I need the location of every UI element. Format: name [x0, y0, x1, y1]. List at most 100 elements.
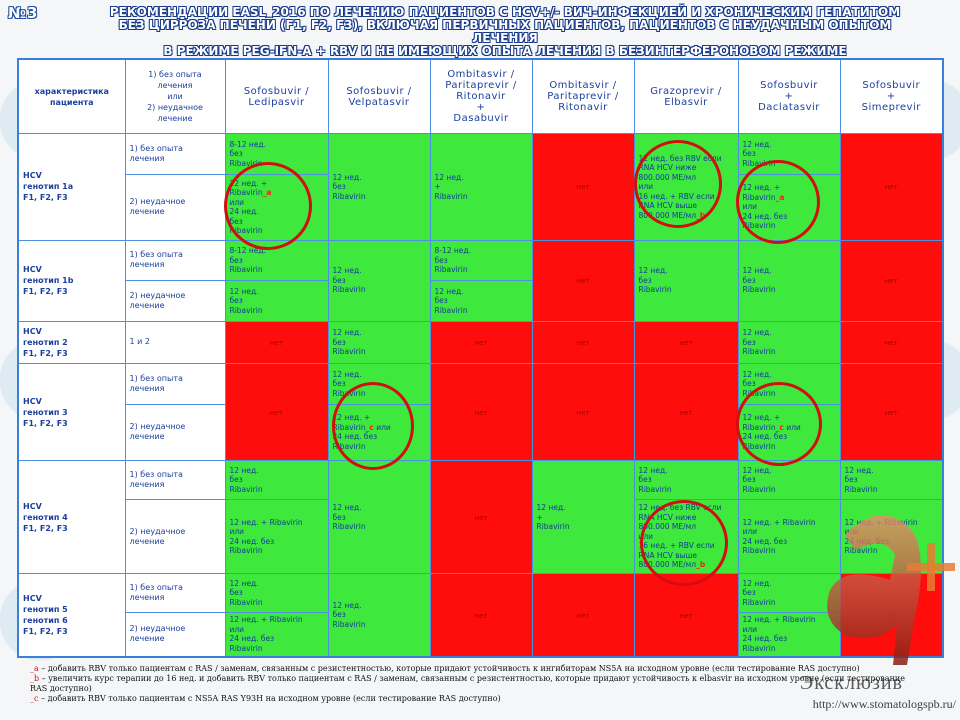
table-row: HCV генотип 1b F1, F2, F3 1) без опыта лече… [17, 239, 944, 322]
cell-regimen: 12 нед. + Ribavirin [531, 460, 635, 575]
header-row: характеристика пациента 1) без опыта леч… [17, 58, 944, 135]
cell-regimen: 12 нед. без Ribavirin [737, 363, 841, 405]
treatment-table: характеристика пациента 1) без опыта леч… [17, 58, 944, 658]
title-line-1: РЕКОМЕНДАЦИИ EASL_2016 ПО ЛЕЧЕНИЮ ПАЦИЕН… [109, 5, 901, 19]
title-line-3: В РЕЖИМЕ PEG-IFN-A + RBV И НЕ ИМЕЮЩИХ ОП… [163, 44, 847, 58]
header-sofosbuvir-ledipasvir: Sofosbuvir / Ledipasvir [224, 58, 329, 135]
line-naive: 1) без опыта лечения [124, 363, 226, 405]
header-patient-characteristic: характеристика пациента [17, 58, 126, 135]
cell-regimen: 12 нед. без Ribavirin [224, 573, 329, 613]
line-naive: 1) без опыта лечения [124, 460, 226, 500]
line-failed: 2) неудачное лечение [124, 280, 226, 322]
cell-regimen: 12 нед. без Ribavirin [327, 320, 431, 365]
cell-regimen: 12 нед. без Ribavirin [327, 133, 431, 241]
brand-logo-icon [827, 515, 955, 665]
cell-regimen: 12 нед. без Ribavirin [737, 320, 841, 365]
table-row: HCV генотип 4 F1, F2, F3 1) без опыта лечен… [17, 460, 944, 575]
cell-regimen: 12 нед. без Ribavirin [737, 460, 841, 500]
header-grazoprevir-elbasvir: Grazoprevir / Elbasvir [633, 58, 739, 135]
line-failed: 2) неудачное лечение [124, 403, 226, 462]
cell-regimen: 12 нед. + Ribavirin [429, 133, 533, 241]
cell-not-recommended: нет [531, 363, 635, 462]
header-treatment-history: 1) без опыта лечения или 2) неудачное ле… [124, 58, 226, 135]
cell-regimen: 12 нед. + Ribavirin_c или 24 нед. без Ribav… [737, 403, 841, 462]
cell-regimen: 12 нед. без Ribavirin [839, 460, 944, 500]
table-row: 2) неудачное лечение 12 нед. + Ribavirin и… [18, 498, 944, 575]
table-row: HCV генотип 2 F1, F2, F3 1 и 2 нет 12 нед.… [17, 320, 944, 365]
cell-regimen: 8-12 нед. без Ribavirin [224, 239, 329, 282]
cell-not-recommended: нет [839, 239, 944, 322]
brand-url: http://www.stomatologspb.ru/ [812, 697, 956, 711]
cell-regimen: 12 нед. без Ribavirin [737, 239, 841, 322]
cell-regimen: 12 нед. без Ribavirin [737, 573, 841, 613]
table-row: 2) неудачное лечение 12 нед. без Ribavirin … [18, 280, 943, 322]
cell-not-recommended: нет [633, 573, 739, 658]
cell-regimen: 12 нед. без Ribavirin [224, 460, 329, 500]
genotype-5-6-label: HCV генотип 5 генотип 6 F1, F2, F3 [17, 573, 126, 658]
line-failed: 2) неудачное лечение [124, 173, 226, 241]
cell-not-recommended: нет [224, 320, 329, 365]
header-ombitasvir-dasabuvir: Ombitasvir / Paritaprevir / Ritonavir + … [429, 58, 533, 135]
footnote-b: _b – увеличить курс терапии до 16 нед. и… [30, 674, 905, 693]
cell-not-recommended: нет [429, 460, 533, 575]
title-line-2: БЕЗ ЦИРРОЗА ПЕЧЕНИ (F1, F2, F3), ВКЛЮЧАЯ… [118, 18, 892, 45]
cell-not-recommended: нет [531, 133, 635, 241]
cell-not-recommended: нет [429, 320, 533, 365]
cell-regimen: 8-12 нед. без Ribavirin [429, 239, 533, 282]
slide-number-badge: №3 [8, 4, 39, 22]
header-sofosbuvir-simeprevir: Sofosbuvir + Simeprevir [839, 58, 944, 135]
cell-regimen: 12 нед. без Ribavirin [327, 363, 431, 405]
cell-not-recommended: нет [531, 320, 635, 365]
genotype-4-label: HCV генотип 4 F1, F2, F3 [17, 460, 126, 575]
page-title: РЕКОМЕНДАЦИИ EASL_2016 ПО ЛЕЧЕНИЮ ПАЦИЕН… [90, 6, 920, 58]
cell-regimen: 12 нед. без RBV если RNA HCV ниже 800.000 … [633, 498, 739, 575]
table-row: 2) неудачное лечение 12 нед. + Ribavirin и… [18, 611, 943, 658]
cell-regimen: 12 нед. без Ribavirin [327, 460, 431, 575]
footnotes: _a – добавить RBV только пациентам с RAS… [30, 664, 920, 704]
cell-regimen: 12 нед. без Ribavirin [633, 239, 739, 322]
footnote-c: _c – добавить RBV только пациентам с NS5… [30, 694, 501, 703]
cell-not-recommended: нет [429, 363, 533, 462]
header-ombitasvir-ritonavir: Ombitasvir / Paritaprevir / Ritonavir [531, 58, 635, 135]
cell-not-recommended: нет [633, 320, 739, 365]
genotype-2-label: HCV генотип 2 F1, F2, F3 [17, 320, 126, 365]
cell-regimen: 12 нед. без Ribavirin [327, 239, 431, 322]
cell-regimen: 12 нед. + Ribavirin_a или 24 нед. без Ribavi… [737, 173, 841, 241]
cell-not-recommended: нет [839, 320, 944, 365]
cell-regimen: 8-12 нед. без Ribavirin [224, 133, 329, 175]
cell-regimen: 12 нед. без RBV если RNA HCV ниже 800.000 … [633, 133, 739, 241]
table-row: HCV генотип 5 генотип 6 F1, F2, F3 1) без о… [17, 573, 944, 658]
line-both: 1 и 2 [124, 320, 226, 365]
line-naive: 1) без опыта лечения [124, 573, 226, 613]
genotype-3-label: HCV генотип 3 F1, F2, F3 [17, 363, 126, 462]
table-row: 2) неудачное лечение 12 нед. + Ribavirin_a… [18, 173, 943, 241]
cell-regimen: 12 нед. без Ribavirin [737, 133, 841, 175]
line-naive: 1) без опыта лечения [124, 133, 226, 175]
line-naive: 1) без опыта лечения [124, 239, 226, 282]
cell-not-recommended: нет [839, 133, 944, 241]
table-row: 2) неудачное лечение 12 нед. + Ribavirin_c… [18, 403, 943, 462]
cell-regimen: 12 нед. + Ribavirin_a или 24 нед. без Ribavir… [224, 173, 329, 241]
cell-not-recommended: нет [839, 363, 944, 462]
cell-not-recommended: нет [531, 239, 635, 322]
table-row: HCV генотип 3 F1, F2, F3 1) без опыта лечен… [17, 363, 944, 462]
cell-regimen: 12 нед. без Ribavirin [327, 573, 431, 658]
genotype-1b-label: HCV генотип 1b F1, F2, F3 [17, 239, 126, 322]
header-sofosbuvir-daclatasvir: Sofosbuvir + Daclatasvir [737, 58, 841, 135]
line-failed: 2) неудачное лечение [124, 611, 226, 658]
cell-regimen: 12 нед. без Ribavirin [633, 460, 739, 500]
genotype-1a-label: HCV генотип 1a F1, F2, F3 [17, 133, 126, 241]
header-sofosbuvir-velpatasvir: Sofosbuvir / Velpatasvir [327, 58, 431, 135]
cell-regimen: 12 нед. без Ribavirin [224, 280, 329, 322]
cell-not-recommended: нет [429, 573, 533, 658]
cell-not-recommended: нет [633, 363, 739, 462]
cell-regimen: 12 нед. + Ribavirin_c или 24 нед. без Ribav… [327, 403, 431, 462]
cell-regimen: 12 нед. без Ribavirin [429, 280, 533, 322]
line-failed: 2) неудачное лечение [124, 498, 226, 575]
footnote-a: _a – добавить RBV только пациентам с RAS… [30, 664, 860, 673]
brand-name: Эксклюзив [800, 672, 903, 694]
